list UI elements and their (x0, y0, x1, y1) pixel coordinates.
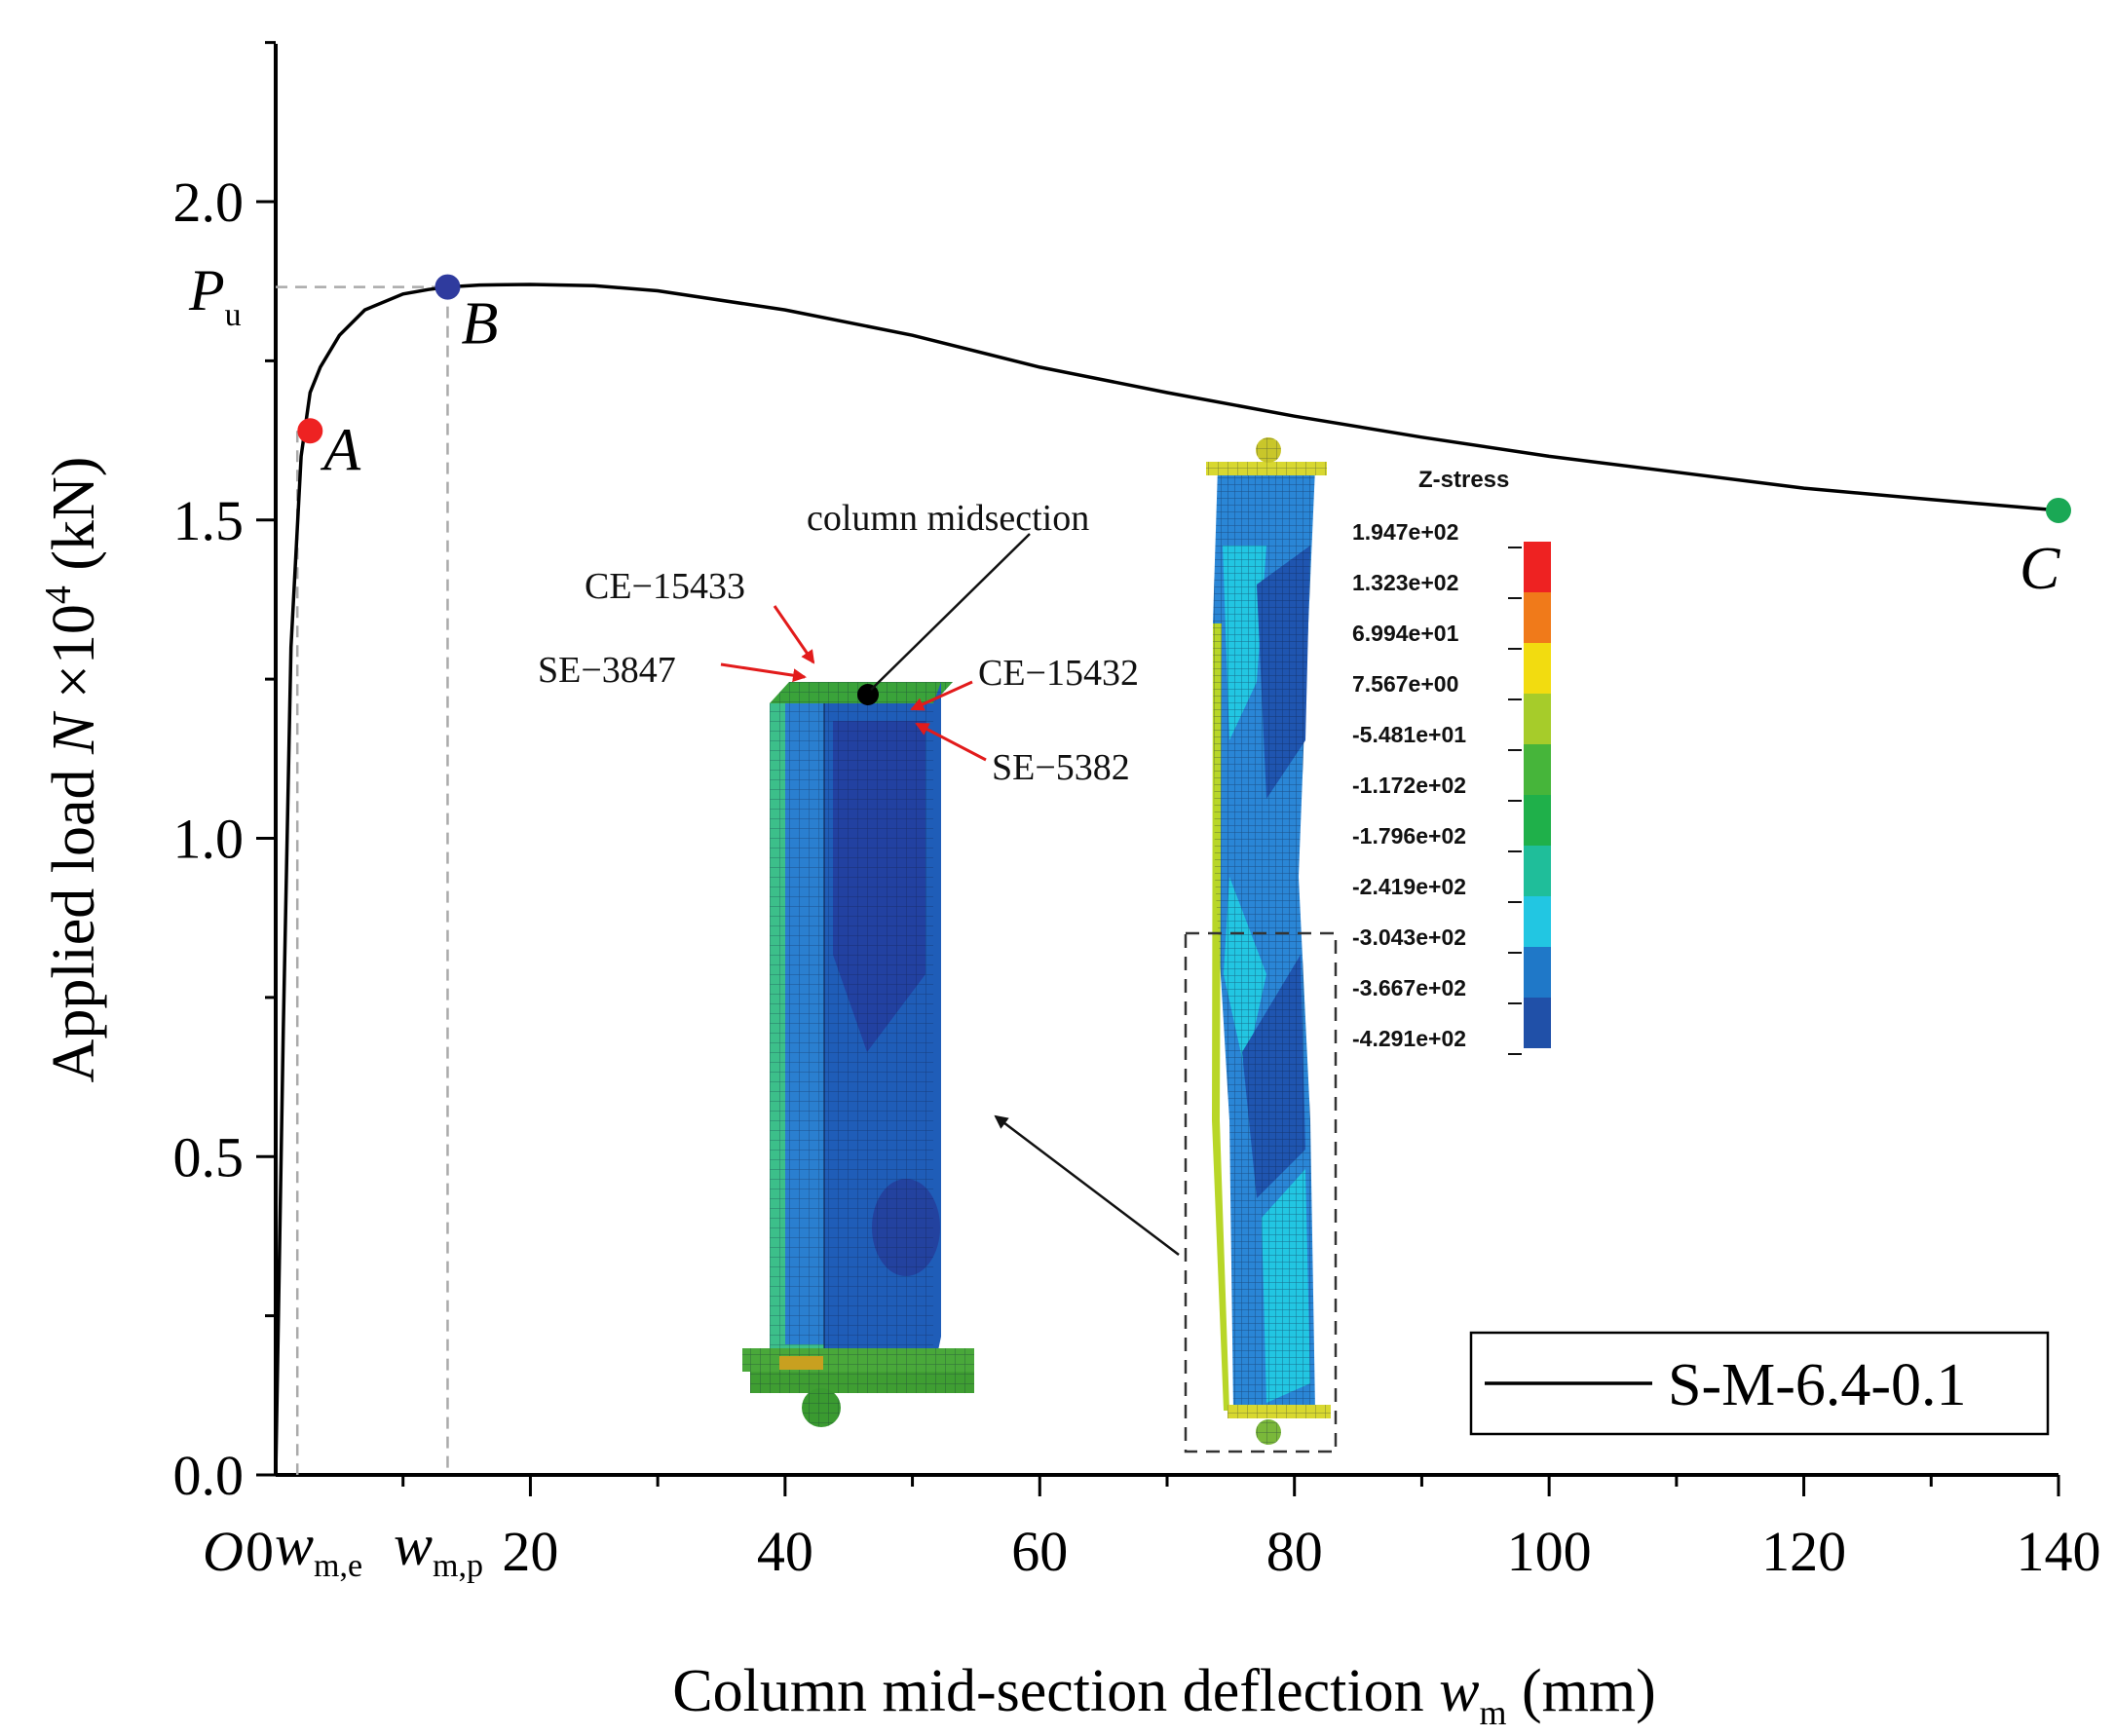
x-tick-label: 20 (502, 1520, 558, 1583)
colorbar-swatch (1524, 947, 1551, 998)
y-tick-label: 0.5 (173, 1125, 245, 1189)
colorbar-swatch (1524, 542, 1551, 592)
arrow-se5382 (915, 722, 987, 762)
label-se5382: SE−5382 (992, 747, 1130, 788)
arrow-zoom-link (994, 1114, 1180, 1256)
point-c (2046, 497, 2071, 523)
colorbar-swatch (1524, 998, 1551, 1048)
colorbar-label: 1.947e+02 (1352, 519, 1458, 545)
series-line-s-m-6.4-0.1 (274, 283, 2059, 1476)
colorbar-label: -4.291e+02 (1352, 1026, 1466, 1051)
key-points: A B C (297, 274, 2071, 602)
arrow-ce15432 (910, 680, 973, 711)
colorbar-title: Z-stress (1418, 467, 1509, 493)
wme-label: wm,e (275, 1513, 362, 1584)
axes: 20 40 60 80 100 120 140 0.0 0.5 1.0 1.5 2.0 (173, 41, 2101, 1583)
colorbar-label: -3.667e+02 (1352, 975, 1466, 1000)
arrow-se3847 (720, 662, 807, 683)
x-tick-label: 40 (757, 1520, 813, 1583)
point-label-b: B (461, 291, 498, 358)
legend: S-M-6.4-0.1 (1469, 1331, 2050, 1436)
legend-label: S-M-6.4-0.1 (1668, 1352, 1967, 1418)
colorbar-swatch (1524, 643, 1551, 694)
colorbar-swatch (1524, 744, 1551, 795)
colorbar-swatch (1524, 795, 1551, 846)
wmp-label: wm,p (394, 1513, 483, 1584)
colorbar-label: 6.994e+01 (1352, 621, 1459, 646)
colorbar: Z-stress 1.947e+02 1.323e+02 6.994e+01 7.56… (1352, 467, 1551, 1055)
origin-label: O (203, 1520, 244, 1583)
colorbar-swatch (1524, 896, 1551, 947)
x-axis-title: Column mid-section deflection wm (mm) (672, 1658, 1656, 1732)
colorbar-swatch (1524, 592, 1551, 643)
reference-lines (276, 285, 449, 1475)
x-ticks: 20 40 60 80 100 120 140 (401, 1475, 2101, 1583)
colorbar-label: -2.419e+02 (1352, 874, 1466, 899)
colorbar-label: 7.567e+00 (1352, 671, 1458, 697)
colorbar-swatch (1524, 846, 1551, 896)
arrow-midsection (870, 533, 1031, 691)
point-a (297, 418, 323, 444)
y-axis-title: Applied load N ×104 (kN) (38, 457, 107, 1083)
column-3d-model (742, 682, 974, 1427)
colorbar-label: 1.323e+02 (1352, 570, 1458, 595)
y-tick-label: 1.0 (173, 808, 245, 871)
fe-model-inset: column midsection CE−15433 SE−3847 CE−15… (538, 437, 1551, 1453)
column-full-model (1184, 437, 1338, 1453)
arrow-ce15433 (773, 605, 815, 664)
colorbar-swatch (1524, 694, 1551, 744)
x-tick-label-0: 0 (245, 1520, 274, 1583)
point-label-a: A (320, 417, 361, 483)
x-tick-label: 100 (1507, 1520, 1592, 1583)
label-ce15433: CE−15433 (585, 566, 745, 607)
x-tick-label: 120 (1761, 1520, 1846, 1583)
colorbar-label: -5.481e+01 (1352, 722, 1466, 747)
label-ce15432: CE−15432 (978, 653, 1139, 694)
colorbar-label: -1.172e+02 (1352, 773, 1466, 798)
zoom-box (1184, 931, 1338, 1453)
pu-label: Pu (188, 258, 242, 333)
y-tick-label: 0.0 (173, 1444, 245, 1507)
colorbar-label: -1.796e+02 (1352, 823, 1466, 849)
colorbar-label: -3.043e+02 (1352, 925, 1466, 950)
y-tick-label: 2.0 (173, 170, 245, 234)
y-ticks: 0.0 0.5 1.0 1.5 2.0 (173, 41, 276, 1507)
x-tick-label: 80 (1266, 1520, 1323, 1583)
x-tick-label: 140 (2017, 1520, 2101, 1583)
point-b (434, 274, 461, 300)
label-column-midsection: column midsection (807, 498, 1089, 539)
y-tick-label: 1.5 (173, 489, 245, 552)
label-se3847: SE−3847 (538, 650, 676, 691)
point-label-c: C (2020, 536, 2060, 602)
x-tick-label: 60 (1011, 1520, 1068, 1583)
